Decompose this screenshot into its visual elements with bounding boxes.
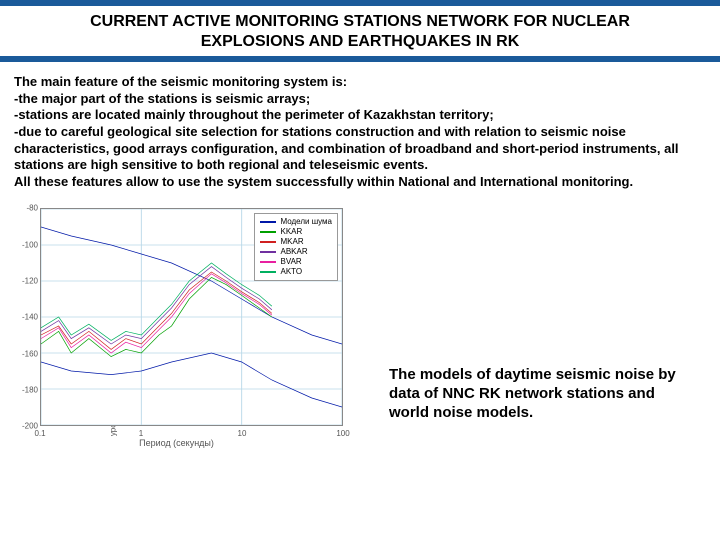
chart-legend: Модели шумаKKARMKARABKARBVARAKTO <box>254 213 338 281</box>
body-line-2: -the major part of the stations is seism… <box>14 91 706 108</box>
legend-swatch <box>260 241 276 243</box>
chart-caption: The models of daytime seismic noise by d… <box>349 366 706 450</box>
chart-xlabel: Период (секунды) <box>139 438 214 448</box>
body-line-5: All these features allow to use the syst… <box>14 174 706 191</box>
legend-swatch <box>260 251 276 253</box>
legend-item: Модели шума <box>260 217 332 227</box>
x-tick-label: 1 <box>139 429 143 438</box>
body-line-3: -stations are located mainly throughout … <box>14 107 706 124</box>
page-title: CURRENT ACTIVE MONITORING STATIONS NETWO… <box>10 8 710 56</box>
legend-swatch <box>260 231 276 233</box>
chart-row: уровень спектральной плотности 10*LOG PS… <box>0 196 720 450</box>
x-tick-label: 10 <box>238 429 247 438</box>
legend-label: MKAR <box>280 237 303 247</box>
y-tick-label: -80 <box>18 204 38 213</box>
y-tick-label: -100 <box>18 240 38 249</box>
legend-label: ABKAR <box>280 247 307 257</box>
title-line-1: CURRENT ACTIVE MONITORING STATIONS NETWO… <box>90 13 630 30</box>
legend-swatch <box>260 261 276 263</box>
legend-item: ABKAR <box>260 247 332 257</box>
legend-label: Модели шума <box>280 217 332 227</box>
legend-item: KKAR <box>260 227 332 237</box>
legend-label: AKTO <box>280 267 302 277</box>
title-line-2: EXPLOSIONS AND EARTHQUAKES IN RK <box>201 33 520 50</box>
legend-item: MKAR <box>260 237 332 247</box>
plot-area: Модели шумаKKARMKARABKARBVARAKTO <box>40 208 343 426</box>
x-tick-label: 0.1 <box>34 429 45 438</box>
body-line-1: The main feature of the seismic monitori… <box>14 74 706 91</box>
body-text: The main feature of the seismic monitori… <box>0 62 720 196</box>
legend-item: AKTO <box>260 267 332 277</box>
body-line-4: -due to careful geological site selectio… <box>14 124 706 174</box>
x-tick-label: 100 <box>336 429 349 438</box>
y-tick-label: -140 <box>18 313 38 322</box>
y-tick-label: -160 <box>18 349 38 358</box>
legend-swatch <box>260 221 276 223</box>
title-banner: CURRENT ACTIVE MONITORING STATIONS NETWO… <box>0 0 720 62</box>
y-tick-label: -120 <box>18 277 38 286</box>
y-tick-label: -180 <box>18 386 38 395</box>
legend-swatch <box>260 271 276 273</box>
legend-item: BVAR <box>260 257 332 267</box>
legend-label: BVAR <box>280 257 301 267</box>
noise-chart: уровень спектральной плотности 10*LOG PS… <box>4 200 349 450</box>
legend-label: KKAR <box>280 227 302 237</box>
